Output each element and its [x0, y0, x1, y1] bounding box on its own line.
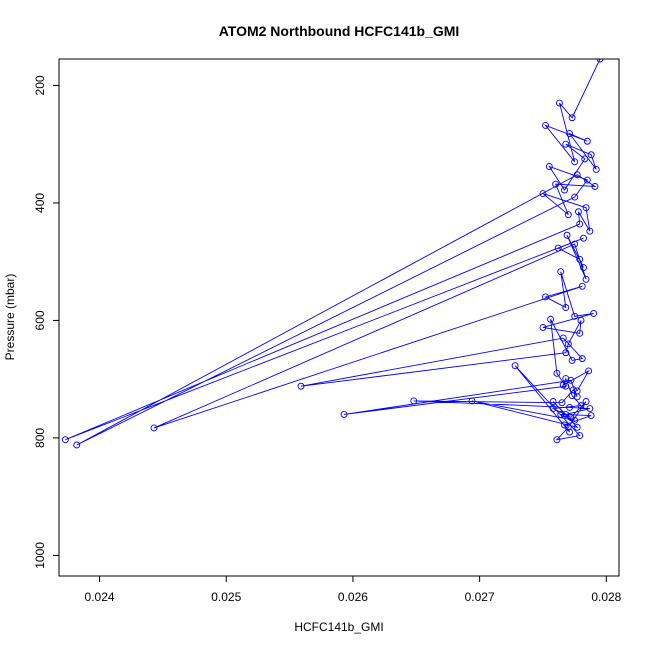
data-point: [557, 410, 565, 418]
data-point: [582, 275, 590, 283]
data-point: [578, 282, 586, 290]
x-axis-label: HCFC141b_GMI: [294, 620, 383, 634]
data-point: [573, 387, 581, 395]
data-point: [591, 183, 599, 190]
data-point: [557, 268, 565, 276]
data-point: [573, 423, 581, 431]
data-point: [511, 362, 519, 370]
data-point: [581, 155, 589, 163]
data-point: [562, 375, 570, 383]
data-point: [568, 114, 576, 122]
data-point: [576, 220, 584, 228]
data-point: [562, 140, 570, 148]
data-point: [547, 315, 555, 323]
series-line: [65, 59, 601, 446]
plot-frame: [58, 58, 620, 577]
data-point: [573, 171, 581, 179]
data-point: [586, 405, 594, 413]
plot-area: [61, 59, 604, 449]
data-point: [571, 312, 579, 320]
data-point: [578, 355, 586, 363]
data-point: [583, 176, 591, 184]
data-point: [297, 382, 305, 390]
data-point: [563, 231, 571, 239]
data-point: [562, 304, 570, 311]
data-point: [585, 367, 593, 375]
data-point: [564, 423, 572, 431]
data-point: [539, 324, 547, 331]
data-point: [568, 356, 576, 364]
data-point: [549, 405, 557, 413]
y-axis: 200 400 600 800 1000: [33, 75, 59, 569]
data-point: [582, 398, 590, 405]
data-point: [564, 340, 572, 348]
data-point: [410, 397, 418, 405]
data-point: [580, 234, 587, 242]
data-point: [564, 211, 572, 219]
data-point: [73, 441, 81, 449]
data-point: [561, 421, 568, 429]
data-point: [590, 309, 598, 317]
data-point: [571, 158, 579, 166]
data-point: [575, 208, 582, 216]
data-point: [561, 186, 568, 194]
data-point: [580, 264, 587, 272]
data-point: [559, 381, 567, 389]
chart-title: ATOM2 Northbound HCFC141b_GMI: [219, 23, 460, 39]
data-point: [545, 163, 553, 170]
data-point: [571, 193, 579, 201]
data-point: [61, 436, 69, 444]
data-point: [559, 334, 567, 342]
data-point: [553, 369, 561, 377]
data-point: [576, 329, 584, 337]
data-point: [558, 399, 566, 407]
data-point: [577, 402, 585, 410]
data-point: [566, 130, 574, 138]
x-tick-label: 0.026: [338, 590, 368, 604]
data-point: [583, 137, 591, 145]
data-point: [562, 349, 570, 357]
data-point: [340, 410, 348, 418]
data-point: [586, 227, 594, 235]
data-point: [566, 403, 574, 411]
x-tick-label: 0.027: [465, 590, 495, 604]
data-point: [587, 151, 595, 159]
y-axis-label: Pressure (mbar): [3, 274, 17, 361]
data-point: [552, 180, 560, 188]
data-point: [587, 412, 595, 420]
data-point: [566, 428, 574, 436]
x-axis: 0.024 0.025 0.026 0.027 0.028: [85, 576, 622, 604]
y-tick-label: 400: [33, 193, 47, 213]
y-tick-label: 1000: [33, 542, 47, 569]
data-point: [571, 240, 579, 248]
data-point: [592, 165, 600, 173]
x-tick-label: 0.025: [211, 590, 241, 604]
data-point: [582, 204, 590, 212]
data-point: [542, 293, 549, 301]
x-tick-label: 0.024: [85, 590, 115, 604]
data-point: [568, 392, 576, 400]
data-point: [556, 99, 563, 107]
data-point: [553, 436, 561, 444]
data-point: [577, 316, 585, 324]
data-point: [549, 398, 557, 405]
data-point: [539, 190, 547, 197]
data-point: [567, 413, 575, 421]
x-tick-label: 0.028: [591, 590, 621, 604]
y-tick-label: 600: [33, 310, 47, 330]
data-point: [576, 255, 584, 263]
data-point: [554, 244, 562, 252]
data-point: [576, 432, 584, 440]
y-tick-label: 200: [33, 75, 47, 95]
data-point: [468, 397, 476, 405]
data-point: [596, 59, 604, 63]
data-point: [542, 121, 549, 129]
data-point: [150, 424, 158, 432]
data-point: [562, 410, 570, 418]
y-tick-label: 800: [33, 428, 47, 448]
